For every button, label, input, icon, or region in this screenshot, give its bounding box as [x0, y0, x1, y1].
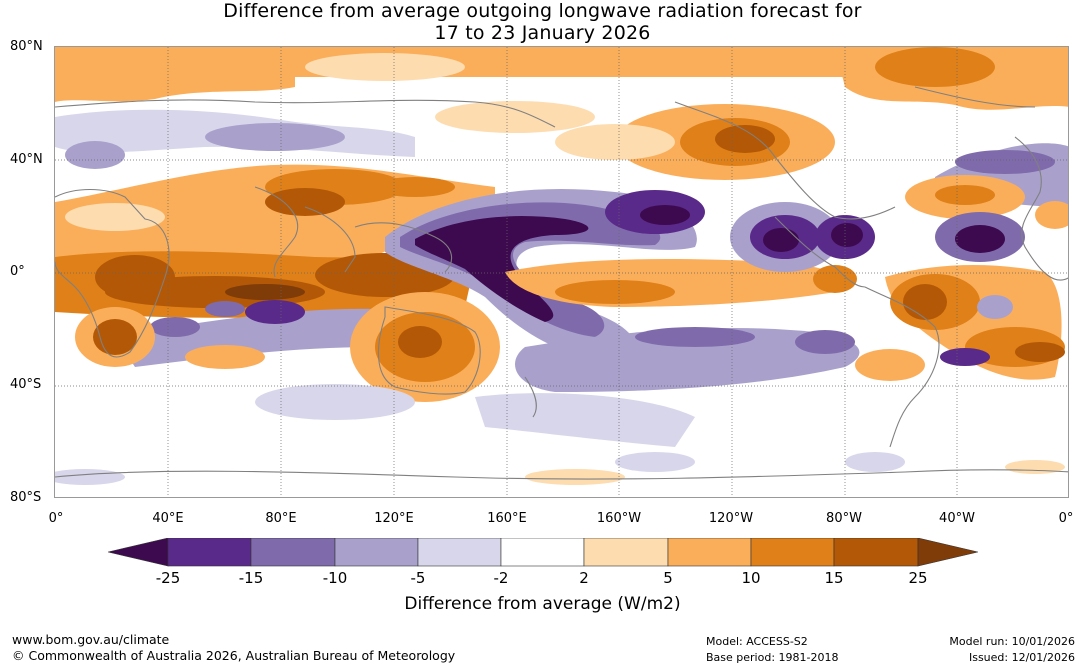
lat-label-equator: 0°	[10, 264, 25, 279]
colorbar-units-label: Difference from average (W/m2)	[404, 594, 681, 614]
lon-label-0-left: 0°	[48, 511, 64, 526]
arctic-positive-anomalies	[55, 47, 1068, 110]
colorbar-tick-neg10: -10	[322, 569, 348, 587]
colorbar-segment-15-10	[250, 538, 336, 567]
lat-label-80n: 80°N	[10, 39, 43, 54]
southern-hemisphere-positive	[75, 292, 500, 402]
lon-label-40w: 40°W	[939, 511, 975, 526]
colorbar-tick-neg5: -5	[410, 569, 426, 587]
lat-label-80s: 80°S	[10, 490, 42, 505]
colorbar-tick-neg15: -15	[238, 569, 264, 587]
footer-issued: Issued: 12/01/2026	[968, 651, 1075, 664]
ola-anomaly-map	[54, 46, 1069, 498]
lon-label-40e: 40°E	[152, 511, 184, 526]
colorbar-tick-25: 25	[908, 569, 928, 587]
south-america-positive	[855, 265, 1065, 381]
colorbar-segment-15-25	[833, 538, 919, 567]
footer-model: Model: ACCESS-S2	[706, 635, 808, 648]
chart-title: Difference from average outgoing longwav…	[0, 0, 1085, 44]
footer-website[interactable]: www.bom.gov.au/climate	[12, 632, 170, 647]
lat-label-40n: 40°N	[10, 152, 43, 167]
colorbar-tick-15: 15	[824, 569, 844, 587]
colorbar-segment-2-5	[583, 538, 669, 567]
colorbar-segment-5-10	[667, 538, 752, 567]
colorbar-segment-25-15	[167, 538, 252, 567]
north-pacific-positive	[435, 101, 1068, 229]
lon-label-80e: 80°E	[265, 511, 297, 526]
colorbar-segment-10-15	[750, 538, 835, 567]
map-gridlines	[55, 47, 1068, 497]
lon-label-160w: 160°W	[596, 511, 642, 526]
equatorial-pacific-positive	[505, 259, 857, 307]
southern-ocean-patches	[55, 452, 1065, 485]
coastlines	[55, 86, 1068, 480]
footer-copyright: © Commonwealth of Australia 2026, Austra…	[12, 648, 456, 663]
lon-label-80w: 80°W	[826, 511, 862, 526]
americas-negative	[730, 202, 1025, 272]
lat-label-40s: 40°S	[10, 377, 42, 392]
footer-base-period: Base period: 1981-2018	[706, 651, 839, 664]
title-line-1: Difference from average outgoing longwav…	[223, 0, 862, 22]
colorbar-segment-above-25	[917, 538, 978, 567]
colorbar-tick-2: 2	[579, 569, 589, 587]
colorbar-tick-10: 10	[741, 569, 761, 587]
lon-label-120e: 120°E	[374, 511, 414, 526]
colorbar-tick-neg25: -25	[155, 569, 181, 587]
pacific-negative-core	[385, 189, 705, 359]
footer-model-run: Model run: 10/01/2026	[949, 635, 1075, 648]
colorbar	[108, 538, 978, 567]
lon-label-120w: 120°W	[708, 511, 754, 526]
colorbar-tick-neg2: -2	[493, 569, 509, 587]
lon-label-160e: 160°E	[487, 511, 527, 526]
colorbar-segment-5-2	[417, 538, 502, 567]
spcz-negative-band	[255, 327, 860, 447]
map-canvas	[55, 47, 1068, 497]
colorbar-segment-10-5	[334, 538, 419, 567]
colorbar-segment-below-25	[108, 538, 169, 567]
lon-label-0-right: 0°	[1058, 511, 1074, 526]
colorbar-segment-2-2	[500, 538, 585, 567]
indian-ocean-negative	[115, 300, 375, 367]
title-line-2: 17 to 23 January 2026	[434, 22, 651, 44]
colorbar-tick-5: 5	[663, 569, 673, 587]
